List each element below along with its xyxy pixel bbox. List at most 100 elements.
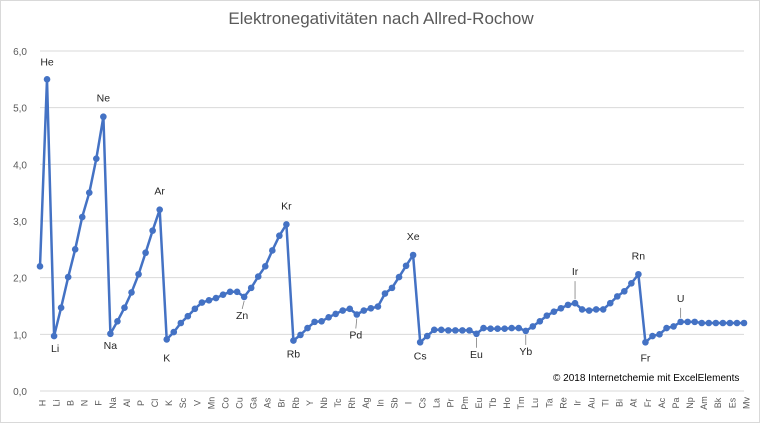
data-point [177,319,185,327]
data-point [43,76,51,83]
annotation-layer: He Li Ne Na Ar K Zn Kr Rb Pd Xe Cs Eu Yb Ir Rn Fr U [40,56,684,364]
x-tick-label: I [403,402,413,405]
data-point [416,338,424,346]
data-point [571,299,579,307]
x-tick-label: Np [685,397,695,409]
data-point [107,330,114,338]
chart-title: Elektronegativitäten nach Allred-Rochow [228,9,534,28]
data-point [219,291,227,298]
data-point [529,323,537,330]
series-line [38,78,744,344]
x-tick-label: Ho [502,397,512,409]
data-point [261,263,269,270]
data-point [135,270,142,278]
data-point [212,294,220,302]
annotation-label: Ne [97,93,111,105]
x-tick-label: Y [305,400,315,406]
x-tick-label: P [136,400,146,406]
x-tick-label: Li [51,399,61,406]
data-point [670,323,677,330]
x-tick-label: Mv [741,397,751,409]
data-point [395,273,403,281]
annotation-label: Cs [414,350,427,362]
data-point [318,318,325,325]
data-point [550,308,558,315]
annotation-label: Xe [407,231,420,243]
data-point [198,299,206,306]
data-point [698,319,706,327]
x-tick-label: Eu [474,397,484,408]
data-point [423,332,431,340]
grid-layer [40,50,744,392]
x-axis-ticks: H Li B N F Na Al P Cl K Sc V Mn Co Cu Ga As Br Rb Y Nb Tc Rh Ag… [37,396,751,410]
data-point [606,299,614,307]
x-tick-label: Cu [234,397,244,409]
annotation-label: Yb [519,346,532,358]
x-tick-label: Tc [333,398,343,408]
x-tick-label: In [375,399,385,407]
data-point [114,318,121,325]
data-point [142,249,149,257]
annotation-label: Ir [572,266,579,278]
x-tick-label: Es [727,397,737,408]
data-point [121,304,128,312]
data-point [226,288,234,296]
data-point [71,246,79,253]
x-tick-label: Pr [446,398,456,407]
data-point [311,318,318,326]
x-tick-label: As [263,397,273,408]
x-tick-label: Na [108,397,118,409]
data-point [93,155,100,162]
x-tick-label: Bi [615,399,625,407]
data-point [663,324,670,332]
data-point [346,305,354,313]
x-tick-label: Ga [249,397,259,409]
x-tick-label: La [432,398,442,408]
data-point [149,227,156,234]
data-point [388,284,396,292]
x-tick-label: Sb [389,397,399,408]
data-point [642,338,649,346]
data-point [543,312,551,319]
data-point [128,289,135,296]
data-point [283,221,290,228]
data-point [733,319,741,327]
data-point [304,324,311,332]
x-tick-label: Am [699,396,709,410]
data-point [64,273,72,281]
data-point [656,331,663,338]
x-tick-label: Rb [291,397,301,409]
data-point [36,263,44,270]
annotation-label: Li [51,343,59,355]
x-tick-label: Ir [572,400,582,406]
data-point [205,297,213,304]
data-point [353,311,361,318]
x-tick-label: Sc [178,397,188,408]
data-point [578,306,586,313]
annotation-leader [355,318,358,329]
data-point [247,284,255,292]
annotation-label: Rb [287,349,301,361]
data-point [367,304,375,312]
data-point [184,312,192,320]
data-point [339,307,347,314]
data-point [50,332,58,340]
data-point [536,318,544,325]
data-point [564,301,572,309]
data-point [430,326,438,334]
data-point [452,327,459,334]
data-point [712,319,720,327]
x-tick-label: B [66,400,76,406]
x-tick-label: Au [586,397,596,408]
data-point [402,262,410,270]
x-tick-label: Tl [601,399,611,407]
data-point [677,318,684,326]
data-point [290,337,297,344]
data-point [726,319,734,327]
y-tick-label: 6,0 [13,47,27,58]
x-tick-label: Ag [361,397,371,408]
data-point [480,324,487,332]
data-point [592,306,600,313]
